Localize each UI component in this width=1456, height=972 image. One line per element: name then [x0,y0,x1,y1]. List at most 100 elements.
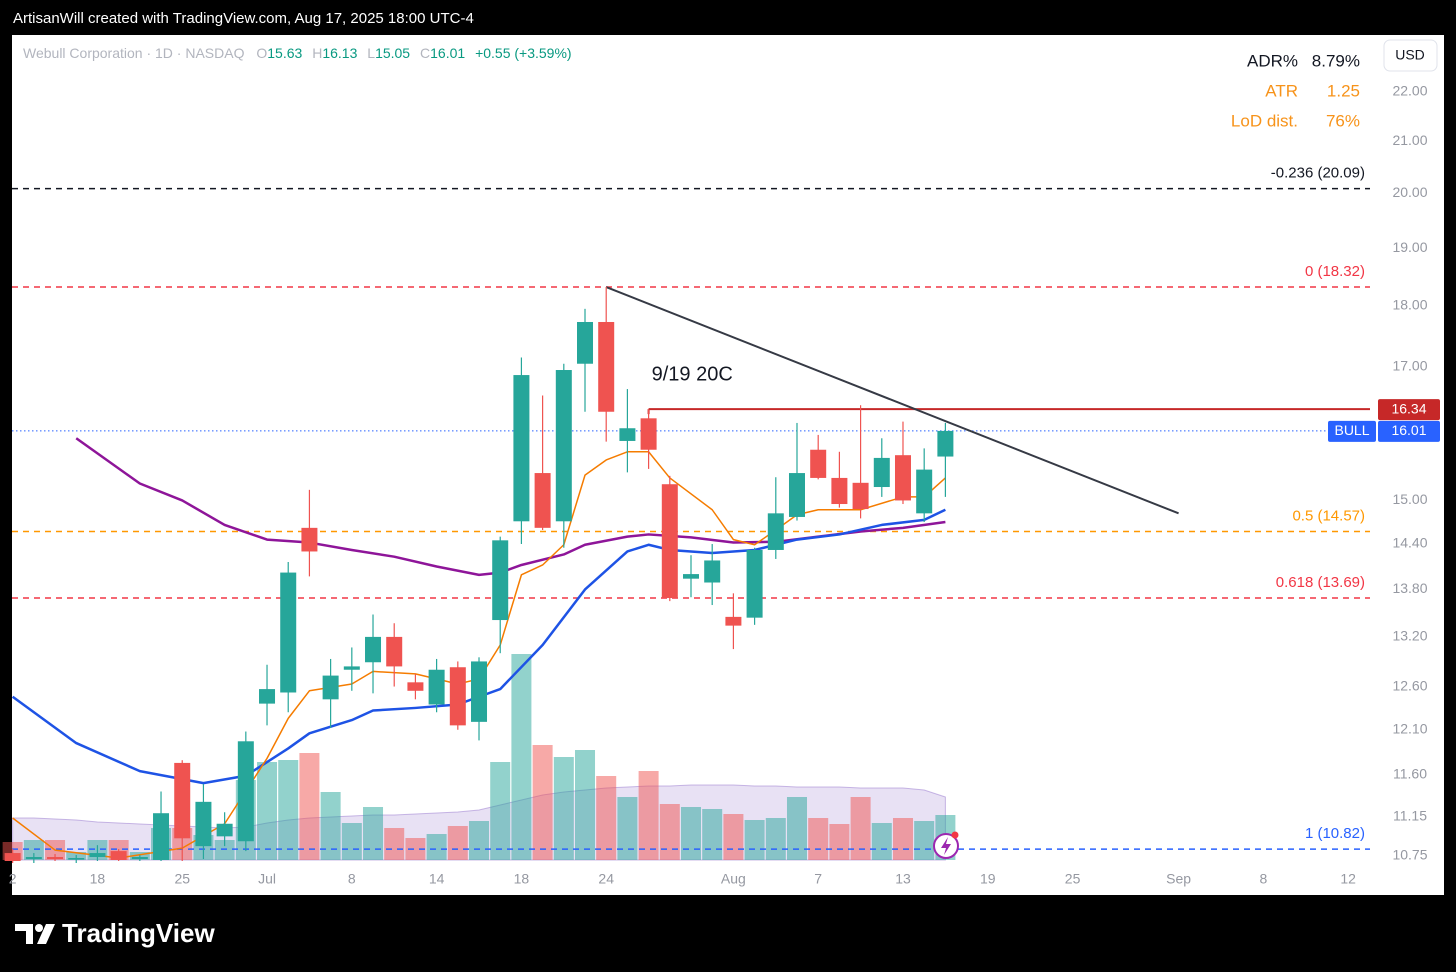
x-tick-label: 25 [1065,871,1081,887]
candle-body [937,430,954,457]
candle-body [68,858,85,860]
y-tick-label: 13.20 [1392,628,1427,644]
volume-bar [320,792,341,860]
x-tick-label: 18 [514,871,530,887]
candle-layer [4,287,954,863]
symbol-tag-box [1328,420,1376,442]
last-price-box [1378,420,1440,442]
stat-label: LoD dist. [1231,111,1298,130]
candle-body [237,741,254,842]
candle-body [259,689,276,704]
candle-body [386,636,403,667]
candle-body [916,469,933,514]
ohlc-value: 15.05 [375,45,410,61]
y-tick-label: 21.00 [1392,132,1427,148]
ohlc-letter: L [367,45,375,61]
stat-label: ATR [1265,81,1298,100]
volume-bar [723,814,744,860]
trendline [605,286,1179,515]
label-layer: 22.00 21.00 20.00 19.00 18.00 17.00 15.00 14.40… [9,51,1440,887]
y-tick-label: 10.75 [1392,847,1427,863]
volume-bar [214,840,235,860]
candle-body [322,675,339,700]
volume-bar [469,821,490,860]
candle-body [810,449,827,478]
volume-bar [490,762,511,860]
candle-body [471,661,488,722]
legend-header: Webull Corporation · 1D · NASDAQ O15.63 … [23,45,572,61]
ohlc-value: 16.13 [322,45,357,61]
volume-bar [681,807,701,860]
ohlc-value: 16.01 [430,45,465,61]
candle-body [428,669,445,705]
volume-bar [617,797,638,860]
y-tick-label: 20.00 [1392,184,1427,200]
x-tick-label: 13 [895,871,911,887]
y-tick-label: 12.10 [1392,720,1427,736]
candle-body [661,484,678,598]
volume-bar [914,821,935,860]
candle-body [788,473,805,517]
volume-bar [257,762,278,860]
candle-body [683,574,699,579]
candle-body [513,375,530,522]
volume-bar [871,823,892,860]
volume-bar [511,654,532,860]
volume-bar [299,753,320,860]
fib-label: 0.618 (13.69) [1276,574,1365,591]
candle-body [619,428,636,441]
volume-bar [596,776,617,860]
fib-label: 0.5 (14.57) [1292,507,1365,524]
replay-icon [933,831,959,859]
change: +0.55 (+3.59%) [475,45,572,61]
candle-body [174,762,191,839]
x-tick-label: 14 [429,871,445,887]
last-price-label: 16.01 [1391,422,1426,438]
x-tick-label: 18 [90,871,106,887]
candle-body [343,666,360,670]
ohlc-value: 15.63 [267,45,302,61]
volume-bar [829,824,850,860]
currency-button[interactable] [1383,39,1438,72]
candle-body [767,513,784,550]
symbol-tag: BULL [1334,422,1369,438]
volume-bar [575,750,596,860]
ohlc-letter: H [312,45,322,61]
candle-body [131,857,148,860]
x-tick-label: 8 [348,871,356,887]
x-tick-label: 12 [1340,871,1356,887]
candle-body [873,457,890,488]
candle-body [4,853,21,862]
candle-body [831,477,848,505]
volume-bar [405,838,426,860]
volume-bar [744,820,765,860]
currency-label: USD [1395,47,1425,63]
x-tick-label: Aug [721,871,746,887]
candle-body [577,321,594,364]
candle-body [852,482,869,510]
volume-bar [659,804,680,860]
candle-body [25,857,42,860]
volume-bar [765,818,786,860]
y-tick-label: 12.60 [1392,677,1427,693]
candle-body [89,853,106,858]
candle-body [640,418,657,450]
volume-bar [447,826,468,860]
credit-line: ArtisanWill created with TradingView.com… [13,10,474,27]
candle-body [555,370,572,522]
volume-bar [638,771,659,860]
candle-body [301,527,318,552]
candle-body [280,572,297,693]
candle-body [534,473,551,528]
y-tick-label: 11.60 [1393,766,1427,782]
x-tick-label: 25 [174,871,190,887]
y-tick-label: 22.00 [1392,82,1427,98]
brand-name: TradingView [62,918,215,948]
volume-bar [426,834,447,860]
volume-bar [384,828,405,860]
x-tick-label: 2 [9,871,17,887]
y-tick-label: 13.80 [1392,580,1427,596]
volume-bar [808,818,829,860]
